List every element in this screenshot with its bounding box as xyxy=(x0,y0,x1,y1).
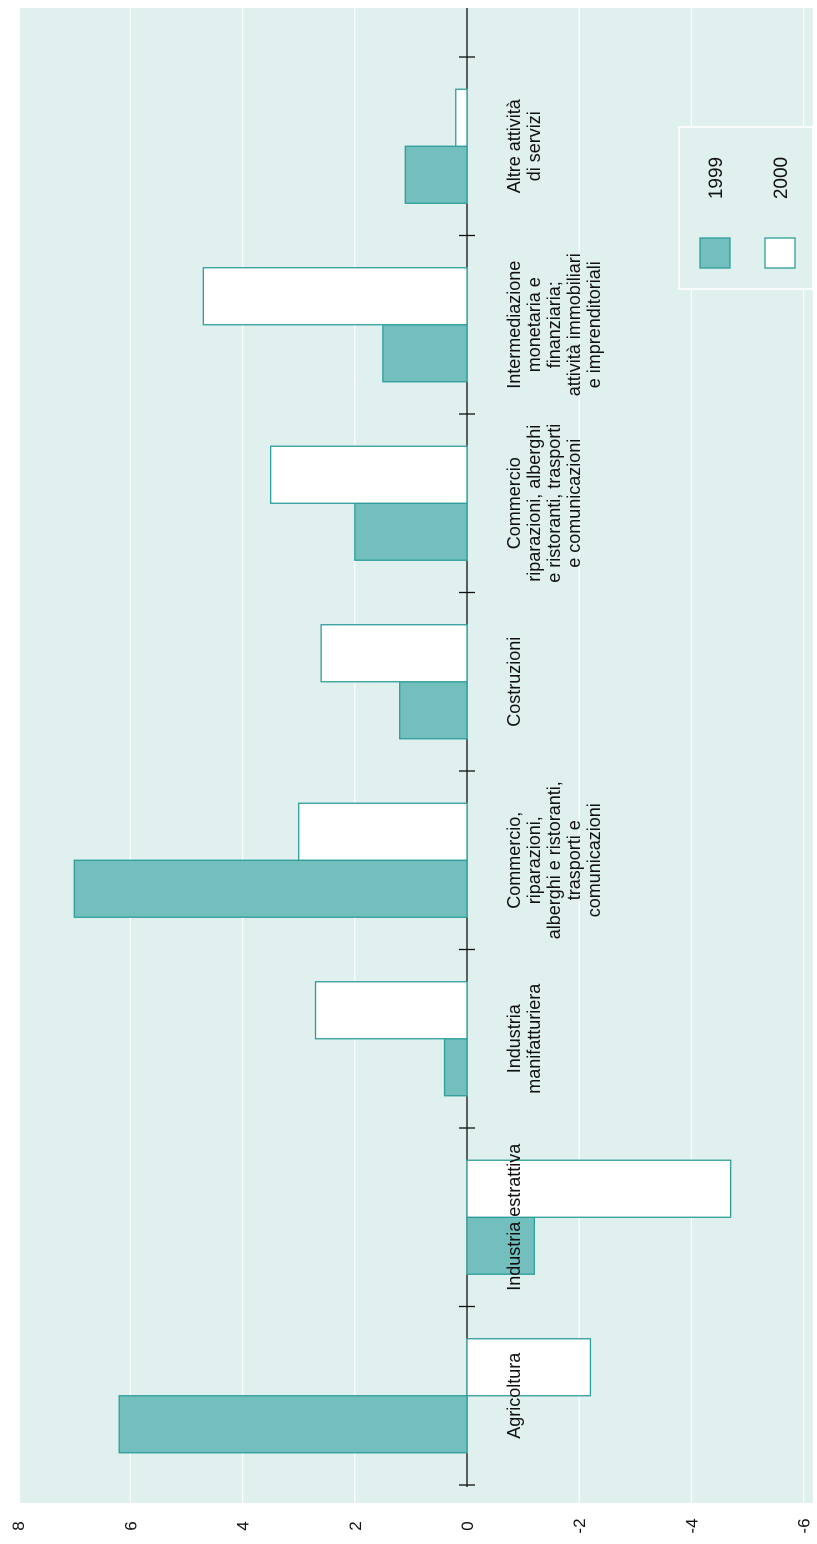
value-tick-label: -2 xyxy=(570,1518,589,1533)
bar-1999-8 xyxy=(404,145,468,204)
category-label-line: riparazioni, xyxy=(524,816,544,904)
category-label-line: finanziaria; xyxy=(544,281,564,368)
category-label-line: Agricoltura xyxy=(504,1352,524,1439)
bar-2000-5 xyxy=(320,624,468,683)
value-tick-label: 6 xyxy=(121,1521,140,1530)
category-label: Industriamanifatturiera xyxy=(504,983,544,1094)
value-tick-label: 2 xyxy=(346,1521,365,1530)
category-label-line: Altre attività xyxy=(504,98,524,193)
category-label-line: Commercio xyxy=(504,457,524,549)
category-label-line: Industria estrattiva xyxy=(504,1143,524,1291)
legend-label-1999: 1999 xyxy=(706,157,727,199)
bar-1999-4 xyxy=(73,859,468,918)
category-label-line: monetaria e xyxy=(524,277,544,372)
bar-1999-7 xyxy=(382,324,468,383)
bar-2000-1 xyxy=(466,1338,592,1397)
bar-1999-6 xyxy=(354,502,468,561)
bar-1999-5 xyxy=(399,681,468,740)
value-tick-label: 0 xyxy=(458,1521,477,1530)
category-label: Commercioriparazioni, alberghie ristoran… xyxy=(504,424,584,583)
bar-1999-3 xyxy=(443,1038,468,1097)
bar-2000-6 xyxy=(269,445,468,504)
bar-1999-2 xyxy=(466,1216,535,1275)
category-label-line: e comunicazioni xyxy=(564,439,584,568)
category-label-line: trasporti e xyxy=(564,820,584,900)
category-label-line: manifatturiera xyxy=(524,983,544,1094)
category-label-line: alberghi e ristoranti, xyxy=(544,781,564,939)
category-label: Agricoltura xyxy=(504,1352,524,1439)
category-label-line: riparazioni, alberghi xyxy=(524,425,544,582)
bar-2000-4 xyxy=(298,802,468,861)
category-label: Commercio,riparazioni,alberghi e ristora… xyxy=(504,781,604,939)
bar-2000-3 xyxy=(314,981,468,1040)
category-label-line: Commercio, xyxy=(504,812,524,909)
category-label-line: Industria xyxy=(504,1003,524,1073)
category-label: Intermediazionemonetaria efinanziaria;at… xyxy=(504,253,604,396)
legend-swatch-1999 xyxy=(699,237,731,269)
bar-2000-8 xyxy=(455,88,468,147)
category-label-line: attività immobiliari xyxy=(564,253,584,396)
value-tick-label: 8 xyxy=(9,1521,28,1530)
value-tick-label: -6 xyxy=(795,1518,814,1533)
category-label-line: Intermediazione xyxy=(504,261,524,389)
value-tick-label: -4 xyxy=(682,1518,701,1533)
category-label-line: e imprenditoriali xyxy=(584,261,604,388)
legend-swatch-2000 xyxy=(764,237,796,269)
category-label-line: di servizi xyxy=(524,111,544,181)
bar-2000-2 xyxy=(466,1159,732,1218)
category-label-line: comunicazioni xyxy=(584,803,604,917)
category-label-line: Costruzioni xyxy=(504,637,524,727)
category-label: Industria estrattiva xyxy=(504,1143,524,1291)
bar-2000-7 xyxy=(202,267,468,326)
bar-1999-1 xyxy=(118,1395,468,1454)
category-label: Altre attivitàdi servizi xyxy=(504,98,544,193)
value-tick-label: 4 xyxy=(234,1521,253,1530)
legend-label-2000: 2000 xyxy=(771,157,792,199)
category-label-line: e ristoranti, trasporti xyxy=(544,424,564,583)
category-label: Costruzioni xyxy=(504,637,524,727)
